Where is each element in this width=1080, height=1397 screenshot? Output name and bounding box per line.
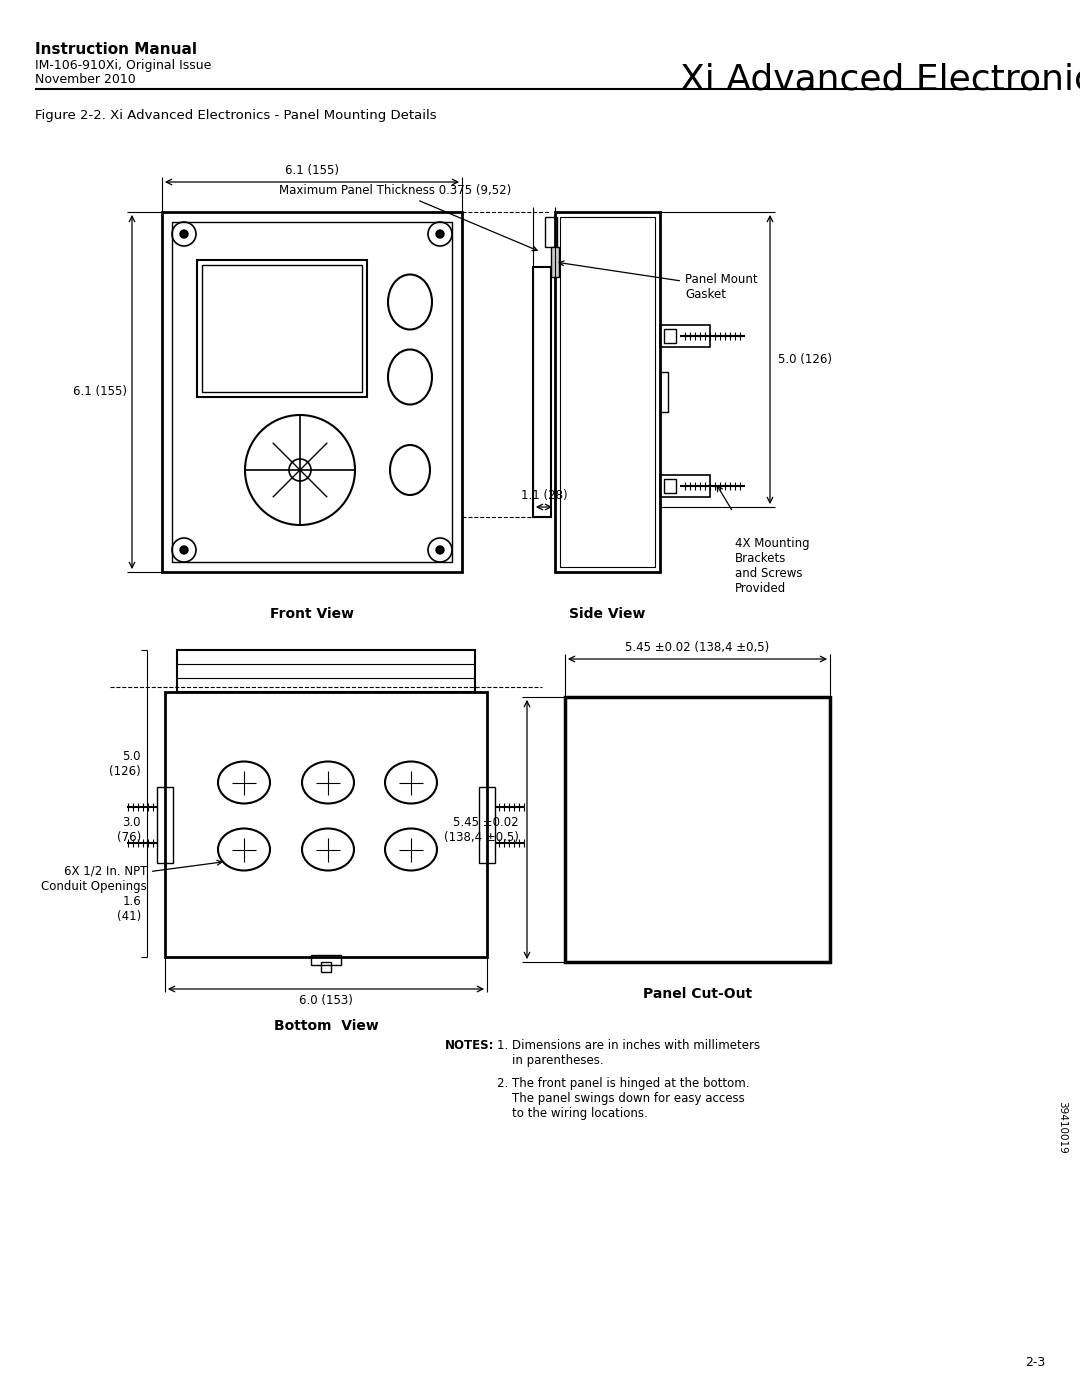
- Bar: [545, 217, 557, 247]
- Circle shape: [180, 546, 188, 555]
- Text: 4X Mounting
Brackets
and Screws
Provided: 4X Mounting Brackets and Screws Provided: [735, 536, 810, 595]
- Text: 3.0
(76): 3.0 (76): [117, 816, 141, 844]
- Text: 1.6
(41): 1.6 (41): [117, 895, 141, 923]
- Bar: [480, 787, 495, 862]
- Bar: [202, 265, 362, 393]
- Bar: [555, 212, 660, 571]
- Bar: [197, 260, 367, 397]
- Text: NOTES:: NOTES:: [445, 1039, 495, 1052]
- Bar: [321, 963, 330, 972]
- Text: Panel Mount
Gasket: Panel Mount Gasket: [559, 261, 758, 300]
- Text: Figure 2-2. Xi Advanced Electronics - Panel Mounting Details: Figure 2-2. Xi Advanced Electronics - Pa…: [35, 109, 436, 122]
- Bar: [660, 326, 710, 346]
- Text: 6.1 (155): 6.1 (155): [73, 386, 127, 398]
- Text: November 2010: November 2010: [35, 73, 136, 87]
- Bar: [311, 956, 341, 965]
- Text: 1.1 (28): 1.1 (28): [521, 489, 567, 502]
- Bar: [660, 372, 669, 412]
- Bar: [664, 330, 676, 344]
- Text: Maximum Panel Thickness 0.375 (9,52): Maximum Panel Thickness 0.375 (9,52): [279, 184, 537, 250]
- Text: 39410019: 39410019: [1057, 1101, 1067, 1154]
- Text: 6.1 (155): 6.1 (155): [285, 163, 339, 177]
- Text: 5.45 ±0.02
(138,4 ±0,5): 5.45 ±0.02 (138,4 ±0,5): [444, 816, 519, 844]
- Bar: [165, 692, 487, 957]
- Text: Front View: Front View: [270, 608, 354, 622]
- Bar: [172, 222, 453, 562]
- Bar: [177, 650, 475, 692]
- Bar: [565, 697, 831, 963]
- Text: 1. Dimensions are in inches with millimeters
    in parentheses.: 1. Dimensions are in inches with millime…: [497, 1039, 760, 1067]
- Bar: [162, 212, 462, 571]
- Bar: [551, 247, 559, 277]
- Bar: [660, 475, 710, 497]
- Text: 2. The front panel is hinged at the bottom.
    The panel swings down for easy a: 2. The front panel is hinged at the bott…: [497, 1077, 750, 1120]
- Bar: [534, 267, 551, 517]
- Circle shape: [436, 546, 444, 555]
- Text: 5.0
(126): 5.0 (126): [109, 750, 141, 778]
- Bar: [157, 787, 173, 862]
- Text: IM-106-910Xi, Original Issue: IM-106-910Xi, Original Issue: [35, 59, 212, 73]
- Text: Bottom  View: Bottom View: [273, 1018, 378, 1032]
- Text: Instruction Manual: Instruction Manual: [35, 42, 197, 57]
- Circle shape: [180, 231, 188, 237]
- Text: 2-3: 2-3: [1025, 1356, 1045, 1369]
- Text: 5.0 (126): 5.0 (126): [778, 353, 832, 366]
- Text: Panel Cut-Out: Panel Cut-Out: [643, 988, 752, 1002]
- Circle shape: [436, 231, 444, 237]
- Text: 6.0 (153): 6.0 (153): [299, 995, 353, 1007]
- Text: Side View: Side View: [569, 608, 646, 622]
- Bar: [664, 479, 676, 493]
- Text: 5.45 ±0.02 (138,4 ±0,5): 5.45 ±0.02 (138,4 ±0,5): [625, 641, 770, 654]
- Text: Xi Advanced Electronics: Xi Advanced Electronics: [680, 61, 1080, 96]
- Bar: [561, 217, 654, 567]
- Text: 6X 1/2 In. NPT
Conduit Openings: 6X 1/2 In. NPT Conduit Openings: [41, 861, 221, 893]
